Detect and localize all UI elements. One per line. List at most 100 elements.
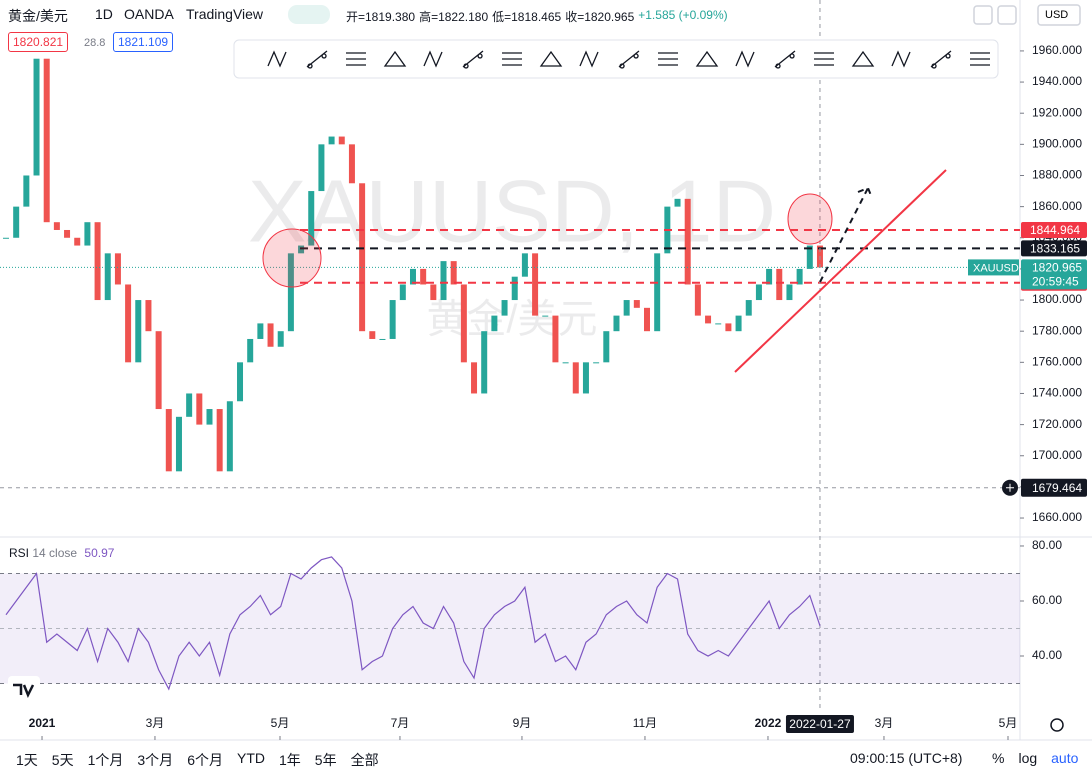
scale-option[interactable]: log xyxy=(1018,750,1038,766)
candle xyxy=(450,261,457,285)
candle xyxy=(806,245,813,269)
ask[interactable]: 1821.109 xyxy=(113,32,174,52)
candle xyxy=(766,268,773,285)
drawing-tool[interactable] xyxy=(814,52,834,66)
drawing-tool[interactable] xyxy=(774,50,796,69)
drawing-tool[interactable] xyxy=(462,50,484,69)
y-tick-label: 1700.000 xyxy=(1032,448,1082,462)
drawing-tool[interactable] xyxy=(383,50,407,67)
x-tick-label: 5月 xyxy=(999,716,1018,730)
range-button[interactable]: 5天 xyxy=(51,752,74,768)
candle xyxy=(135,300,142,363)
range-button[interactable]: 3个月 xyxy=(137,752,174,768)
candle xyxy=(552,315,559,363)
x-tick-label: 5月 xyxy=(271,716,290,730)
drawing-tool[interactable] xyxy=(539,50,563,67)
y-tick-label: 1740.000 xyxy=(1032,386,1082,400)
crosshair-y-tag xyxy=(1021,478,1087,497)
candle xyxy=(175,416,182,472)
drawing-tool[interactable] xyxy=(851,50,875,67)
candle xyxy=(308,191,315,246)
candle xyxy=(84,222,91,246)
y-tick-label: 1720.000 xyxy=(1032,417,1082,431)
market-status[interactable] xyxy=(288,5,330,24)
rsi-legend: RSI 14 close 50.97 xyxy=(9,546,114,560)
rsi-params: 14 close xyxy=(32,546,78,560)
candle xyxy=(796,268,803,285)
candle xyxy=(369,331,376,339)
drawing-tool[interactable] xyxy=(579,50,599,68)
download-button[interactable] xyxy=(973,5,993,25)
drawing-tool[interactable] xyxy=(502,52,522,66)
range-button[interactable]: 5年 xyxy=(314,752,337,768)
candle xyxy=(582,362,589,394)
range-button[interactable]: 1个月 xyxy=(87,752,124,768)
fullscreen-button[interactable] xyxy=(997,5,1017,25)
x-tick-label: 11月 xyxy=(633,716,657,730)
x-tick-label: 2022 xyxy=(755,716,782,730)
range-button[interactable]: 1天 xyxy=(16,752,38,768)
scale-option[interactable]: % xyxy=(992,750,1005,766)
drawing-tool[interactable] xyxy=(618,50,640,69)
drawing-tool[interactable] xyxy=(346,52,366,66)
drawing-tool[interactable] xyxy=(423,50,443,68)
drawing-tool[interactable] xyxy=(306,50,328,69)
drawing-tool[interactable] xyxy=(658,52,678,66)
range-button[interactable]: YTD xyxy=(236,750,265,766)
drawing-tool[interactable] xyxy=(695,50,719,67)
range-button[interactable]: 6个月 xyxy=(187,752,223,768)
ohlc-value: 开=1819.380 xyxy=(346,10,416,24)
candle xyxy=(705,315,712,324)
candle xyxy=(755,284,762,301)
crosshair-x-tag xyxy=(785,715,854,733)
candle xyxy=(735,315,742,332)
drawing-tool[interactable] xyxy=(267,50,287,68)
candle xyxy=(654,253,661,332)
rsi-y-tick-label: 60.00 xyxy=(1032,593,1062,607)
price-tag xyxy=(1021,222,1087,239)
clock: 09:00:15 (UTC+8) xyxy=(850,750,963,766)
y-tick-label: 1940.000 xyxy=(1032,74,1082,88)
countdown: 20:59:45 xyxy=(1032,275,1079,289)
bid[interactable]: 1820.821 xyxy=(8,32,69,52)
candle xyxy=(715,323,722,325)
highlight-circle[interactable] xyxy=(262,228,322,288)
range-button[interactable]: 1年 xyxy=(278,752,301,768)
scale-option[interactable]: auto xyxy=(1051,750,1079,766)
drawing-tool[interactable] xyxy=(891,50,911,68)
symbol: 黄金/美元 xyxy=(8,8,68,24)
candle xyxy=(542,315,549,317)
rsi-y-tick-label: 40.00 xyxy=(1032,648,1062,662)
drawing-tool[interactable] xyxy=(930,50,952,69)
watermark: XAUUSD, 1D xyxy=(248,161,776,260)
y-tick-label: 1920.000 xyxy=(1032,105,1082,119)
candle xyxy=(298,245,305,254)
candle xyxy=(694,284,701,316)
drawing-tool[interactable] xyxy=(970,52,990,66)
candle xyxy=(471,362,478,394)
currency-button[interactable] xyxy=(1037,4,1081,26)
settings-button[interactable] xyxy=(1050,718,1064,732)
candle xyxy=(409,268,416,285)
arrow[interactable] xyxy=(819,186,873,283)
last-price-tag xyxy=(1021,259,1087,290)
tv-logo-mark xyxy=(13,683,35,699)
candle xyxy=(399,284,406,301)
drawing-tool[interactable] xyxy=(735,50,755,68)
candle xyxy=(430,284,437,301)
rsi-line xyxy=(5,556,821,691)
range-button[interactable]: 全部 xyxy=(350,752,379,768)
trend-line[interactable] xyxy=(734,169,947,373)
drawing-toolbar xyxy=(233,39,999,79)
watermark-sub: 黄金/美元 xyxy=(426,298,597,342)
candle xyxy=(521,253,528,277)
highlight-circle[interactable] xyxy=(787,193,833,245)
ohlc-value: +1.585 (+0.09%) xyxy=(638,8,728,22)
candle xyxy=(3,237,10,239)
ohlc-value: 低=1818.465 xyxy=(492,10,562,24)
currency[interactable]: USD xyxy=(1045,9,1068,21)
interval: 1D xyxy=(95,6,113,22)
candle xyxy=(328,136,335,145)
candle xyxy=(257,323,264,339)
